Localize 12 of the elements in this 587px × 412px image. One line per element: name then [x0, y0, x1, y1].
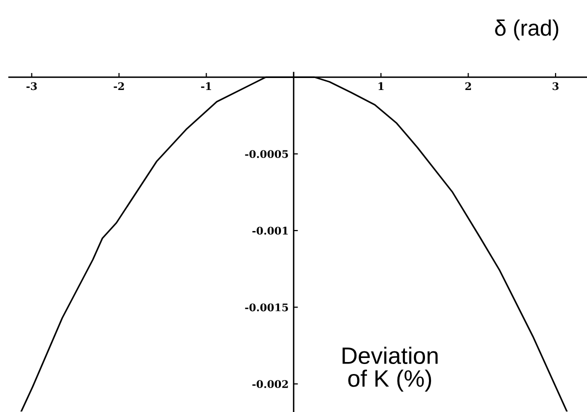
- y-tick-label: -0.002: [252, 380, 288, 388]
- x-tick-label: 2: [465, 82, 471, 90]
- x-tick-label: -3: [26, 82, 37, 90]
- y-tick-label: -0.001: [252, 226, 288, 235]
- x-tick-label: -2: [114, 82, 124, 90]
- x-tick-label: 3: [552, 82, 559, 90]
- y-axis-title: Deviation of K (%): [342, 346, 438, 392]
- x-tick-label: -1: [201, 82, 212, 90]
- y-tick-label: -0.0005: [245, 150, 288, 158]
- x-axis-title: δ (rad): [495, 20, 558, 40]
- x-tick-label: 1: [378, 82, 384, 90]
- y-tick-label: -0.0015: [245, 303, 288, 312]
